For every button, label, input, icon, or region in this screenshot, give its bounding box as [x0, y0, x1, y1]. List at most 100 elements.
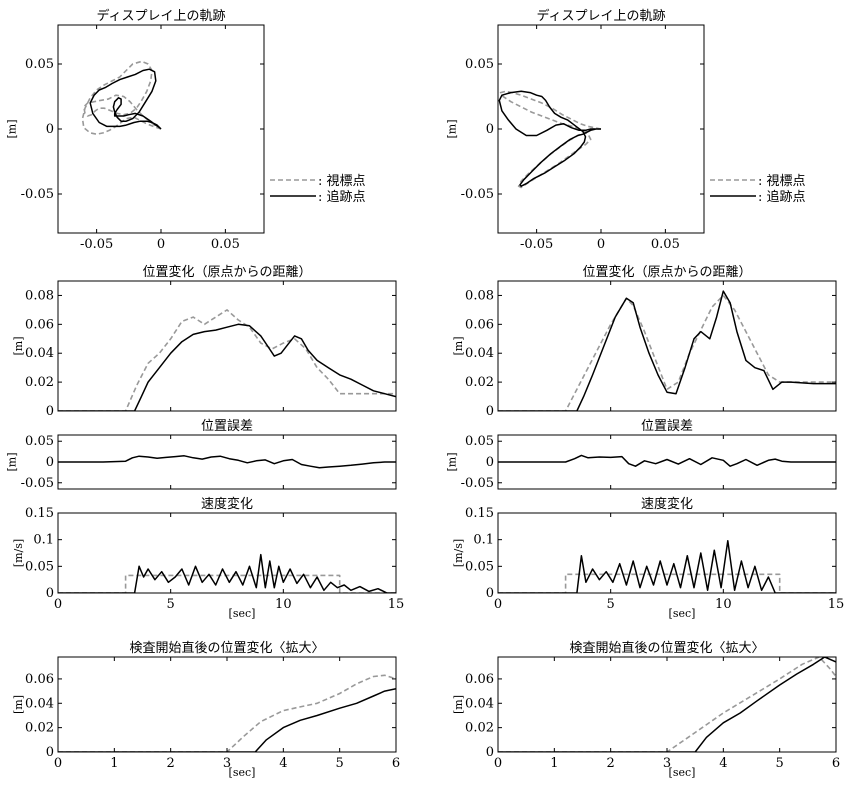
chart-err-right: 位置誤差 -0.05 0 0.05 [m] — [446, 418, 837, 491]
x-tick-label: 4 — [719, 756, 727, 771]
y-tick-label: 0.1 — [473, 533, 494, 548]
y-tick-label: 0.06 — [25, 317, 54, 332]
chart-title: ディスプレイ上の軌跡 — [536, 8, 665, 24]
y-tick-label: 0.04 — [25, 346, 54, 361]
x-tick-label: 10 — [715, 597, 732, 612]
chart-title: 位置誤差 — [201, 418, 253, 434]
x-tick-label: 5 — [167, 597, 175, 612]
y-tick-label: 0.02 — [465, 721, 494, 736]
series-group — [58, 455, 396, 469]
x-tick-label: 6 — [392, 756, 400, 771]
x-tick-label: 0 — [597, 237, 605, 252]
y-axis-label: [m] — [452, 695, 465, 714]
x-tick-label: -0.05 — [80, 237, 113, 252]
y-tick-label: 0.05 — [25, 434, 54, 449]
series-line-tracking — [498, 657, 836, 752]
chart-zoom-right: 検査開始直後の位置変化〈拡大〉 0 1 2 3 4 5 6 0 0.02 0.04 0.06[m] [s… — [452, 640, 840, 779]
x-tick-label: 5 — [607, 597, 615, 612]
y-axis-label: [m] — [452, 336, 465, 355]
x-tick-label: 0 — [494, 756, 502, 771]
x-tick-label: 1 — [550, 756, 558, 771]
x-axis-label: [sec] — [669, 607, 696, 620]
x-tick-label: 4 — [279, 756, 287, 771]
y-tick-label: 0 — [486, 586, 494, 601]
y-tick-label: 0.05 — [465, 559, 494, 574]
axis-frame — [497, 280, 837, 412]
x-tick-label: 1 — [110, 756, 118, 771]
chart-title: 速度変化 — [641, 496, 693, 512]
y-tick-label: -0.05 — [461, 476, 494, 491]
y-axis-label: [m] — [446, 452, 459, 471]
y-tick-label: 0.06 — [25, 672, 54, 687]
y-tick-label: 0.08 — [465, 288, 494, 303]
axis-frame — [497, 656, 837, 753]
y-tick-label: 0.04 — [25, 696, 54, 711]
x-tick-label: 10 — [275, 597, 292, 612]
x-tick-label: 2 — [607, 756, 615, 771]
chart-traj-left: ディスプレイ上の軌跡 -0.05 0 0.05 -0.05 0 0.05 [m] — [6, 8, 265, 252]
y-tick-label: 0.04 — [465, 346, 494, 361]
legend-right-tracking-label: : 追跡点 — [758, 189, 806, 205]
y-tick-label: 0.02 — [25, 721, 54, 736]
axis-frame — [57, 656, 397, 753]
legend-right-target-label: : 視標点 — [758, 174, 806, 189]
y-tick-label: 0.02 — [25, 375, 54, 390]
chart-title: 速度変化 — [201, 496, 253, 512]
series-group — [498, 90, 602, 189]
y-tick-label: 0 — [46, 404, 54, 419]
y-tick-label: 0 — [46, 745, 54, 760]
chart-vel-left: 速度変化 0 5 10 15 0 0.05 0.1 0.15 [m/s] [sec] — [12, 496, 404, 620]
y-tick-label: -0.05 — [21, 476, 54, 491]
x-axis-label: [sec] — [229, 766, 256, 779]
y-tick-label: 0.06 — [465, 672, 494, 687]
x-tick-label: 0.05 — [211, 237, 240, 252]
series-group — [58, 309, 396, 411]
chart-pos-left: 位置変化（原点からの距離） 0 0.02 0.04 0.06 0.08 [m] — [12, 264, 397, 419]
chart-pos-right: 位置変化（原点からの距離） 0 0.02 0.04 0.06 0.08 [m] — [452, 264, 837, 419]
y-tick-label: 0.05 — [465, 434, 494, 449]
y-tick-label: 0.05 — [25, 57, 54, 72]
y-tick-label: 0.02 — [465, 375, 494, 390]
chart-title: 位置変化（原点からの距離） — [142, 264, 311, 280]
chart-title: 位置誤差 — [641, 418, 693, 434]
y-tick-label: 0.04 — [465, 696, 494, 711]
x-tick-label: 3 — [223, 756, 231, 771]
series-line-target — [58, 309, 396, 411]
series-line-target — [81, 60, 162, 135]
y-axis-label: [m] — [6, 452, 19, 471]
chart-title: 検査開始直後の位置変化〈拡大〉 — [129, 640, 324, 656]
legend-left: : 視標点 : 追跡点 — [270, 174, 366, 205]
y-axis-label: [m/s] — [452, 539, 465, 567]
y-tick-label: -0.05 — [461, 187, 494, 202]
x-tick-label: 15 — [388, 597, 405, 612]
x-tick-label: 3 — [663, 756, 671, 771]
series-line-target — [498, 573, 836, 593]
series-group — [498, 539, 836, 593]
series-line-tracking — [58, 553, 396, 593]
series-line-tracking — [498, 539, 836, 593]
y-tick-label: 0.05 — [25, 559, 54, 574]
x-tick-label: -0.05 — [520, 237, 553, 252]
series-line-target — [498, 657, 836, 752]
series-group — [498, 290, 836, 411]
x-tick-label: 0 — [54, 756, 62, 771]
x-tick-label: 2 — [167, 756, 175, 771]
y-tick-label: 0.1 — [33, 533, 54, 548]
y-tick-label: 0 — [486, 404, 494, 419]
x-tick-label: 0 — [54, 597, 62, 612]
chart-title: ディスプレイ上の軌跡 — [96, 8, 225, 24]
chart-zoom-left: 検査開始直後の位置変化〈拡大〉 0 1 2 3 4 5 6 0 0.02 0.04 0.06[m] [s… — [12, 640, 400, 779]
series-group — [81, 60, 162, 135]
series-line-tracking — [58, 687, 396, 752]
x-tick-label: 5 — [336, 756, 344, 771]
series-line-tracking — [498, 90, 601, 187]
legend-right: : 視標点 : 追跡点 — [710, 174, 806, 205]
axis-frame — [57, 512, 397, 594]
series-group — [498, 657, 836, 752]
series-line-target — [58, 674, 396, 752]
series-line-tracking — [498, 290, 836, 411]
x-tick-label: 15 — [828, 597, 845, 612]
y-axis-label: [m] — [446, 119, 459, 138]
y-tick-label: 0 — [46, 586, 54, 601]
legend-left-tracking-label: : 追跡点 — [318, 189, 366, 205]
